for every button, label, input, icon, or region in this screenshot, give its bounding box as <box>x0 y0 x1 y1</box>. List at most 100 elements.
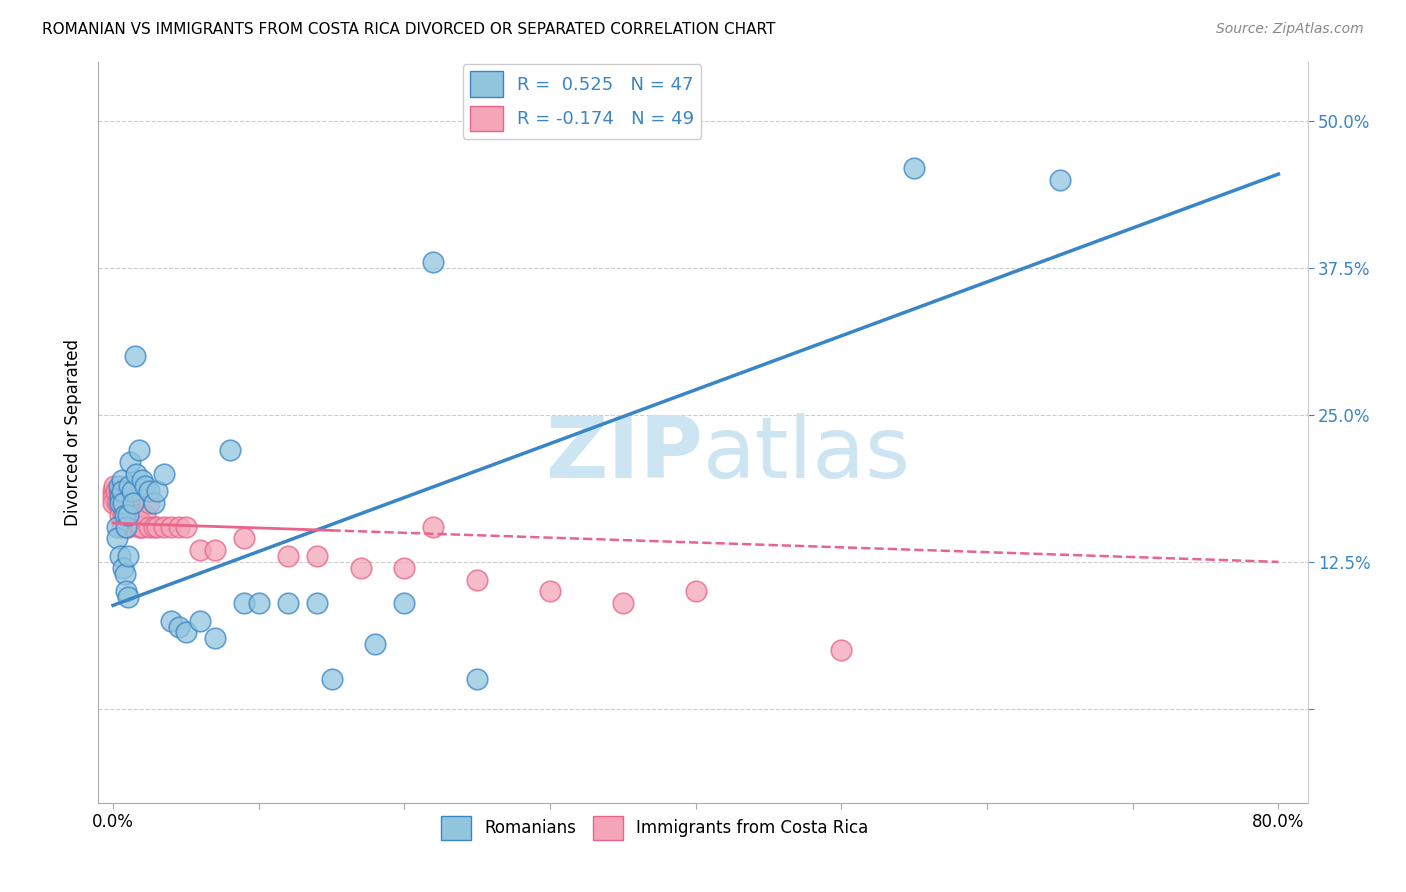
Point <box>115 584 138 599</box>
Point <box>247 596 270 610</box>
Point <box>128 519 150 533</box>
Point <box>134 478 156 492</box>
Point <box>122 496 145 510</box>
Point <box>394 596 416 610</box>
Point <box>108 478 131 492</box>
Point <box>153 467 176 481</box>
Point <box>118 496 141 510</box>
Point <box>105 496 128 510</box>
Point <box>101 496 124 510</box>
Point <box>305 596 328 610</box>
Point <box>124 502 146 516</box>
Text: ZIP: ZIP <box>546 413 703 496</box>
Point <box>115 519 138 533</box>
Point <box>105 532 128 546</box>
Point <box>117 590 139 604</box>
Point <box>538 584 561 599</box>
Point <box>120 455 142 469</box>
Point <box>110 484 132 499</box>
Point <box>160 614 183 628</box>
Point <box>120 496 142 510</box>
Text: ROMANIAN VS IMMIGRANTS FROM COSTA RICA DIVORCED OR SEPARATED CORRELATION CHART: ROMANIAN VS IMMIGRANTS FROM COSTA RICA D… <box>42 22 776 37</box>
Point <box>114 508 136 522</box>
Point <box>117 549 139 563</box>
Point <box>111 496 134 510</box>
Point <box>277 549 299 563</box>
Point <box>138 519 160 533</box>
Point <box>112 508 135 522</box>
Point <box>145 519 167 533</box>
Point <box>118 478 141 492</box>
Point <box>128 443 150 458</box>
Point <box>138 484 160 499</box>
Point <box>138 496 160 510</box>
Point <box>218 443 240 458</box>
Point <box>612 596 634 610</box>
Point <box>117 496 139 510</box>
Point <box>903 161 925 176</box>
Point <box>108 496 131 510</box>
Point <box>110 508 132 522</box>
Point <box>117 519 139 533</box>
Point <box>190 543 212 558</box>
Point <box>174 519 197 533</box>
Point <box>394 561 416 575</box>
Point <box>121 484 143 499</box>
Point <box>160 519 183 533</box>
Point <box>204 632 226 646</box>
Point <box>134 508 156 522</box>
Text: Source: ZipAtlas.com: Source: ZipAtlas.com <box>1216 22 1364 37</box>
Point <box>153 519 176 533</box>
Point <box>110 490 132 504</box>
Point <box>110 496 132 510</box>
Point <box>104 484 127 499</box>
Point <box>131 473 153 487</box>
Point <box>111 519 134 533</box>
Point <box>422 519 444 533</box>
Point <box>115 519 138 533</box>
Legend: Romanians, Immigrants from Costa Rica: Romanians, Immigrants from Costa Rica <box>434 809 875 847</box>
Point <box>465 573 488 587</box>
Point <box>124 349 146 363</box>
Point <box>117 508 139 522</box>
Point <box>142 519 165 533</box>
Point <box>190 614 212 628</box>
Point <box>101 490 124 504</box>
Point <box>174 625 197 640</box>
Point <box>111 473 134 487</box>
Point <box>122 496 145 510</box>
Point <box>142 496 165 510</box>
Point <box>830 643 852 657</box>
Point <box>127 508 149 522</box>
Point <box>125 508 148 522</box>
Point <box>112 496 135 510</box>
Point <box>685 584 707 599</box>
Point <box>121 508 143 522</box>
Point <box>167 519 190 533</box>
Point <box>465 673 488 687</box>
Point <box>1049 173 1071 187</box>
Point <box>101 484 124 499</box>
Point <box>350 561 373 575</box>
Point <box>233 532 256 546</box>
Point <box>114 566 136 581</box>
Point <box>114 508 136 522</box>
Point <box>110 549 132 563</box>
Point <box>167 619 190 633</box>
Point <box>129 519 152 533</box>
Point <box>305 549 328 563</box>
Point <box>111 484 134 499</box>
Point <box>277 596 299 610</box>
Text: atlas: atlas <box>703 413 911 496</box>
Point <box>145 484 167 499</box>
Point <box>131 519 153 533</box>
Point <box>422 255 444 269</box>
Point <box>204 543 226 558</box>
Point <box>103 478 125 492</box>
Point <box>125 467 148 481</box>
Point <box>321 673 343 687</box>
Y-axis label: Divorced or Separated: Divorced or Separated <box>65 339 83 526</box>
Point <box>112 561 135 575</box>
Point <box>105 519 128 533</box>
Point <box>233 596 256 610</box>
